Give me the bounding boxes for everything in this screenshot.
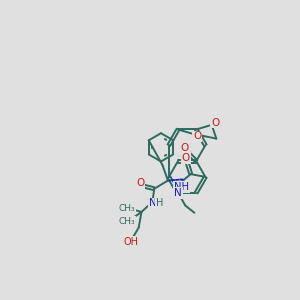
Text: CH₃: CH₃ [119, 217, 136, 226]
Text: N: N [149, 198, 157, 208]
Text: OH: OH [123, 237, 138, 247]
Text: O: O [181, 143, 189, 153]
Text: H: H [156, 198, 164, 208]
Text: O: O [136, 178, 145, 188]
Text: CH₃: CH₃ [119, 204, 136, 213]
Text: N: N [174, 188, 182, 198]
Text: O: O [211, 118, 219, 128]
Text: NH: NH [174, 182, 189, 192]
Text: O: O [193, 131, 201, 141]
Text: O: O [182, 153, 190, 163]
